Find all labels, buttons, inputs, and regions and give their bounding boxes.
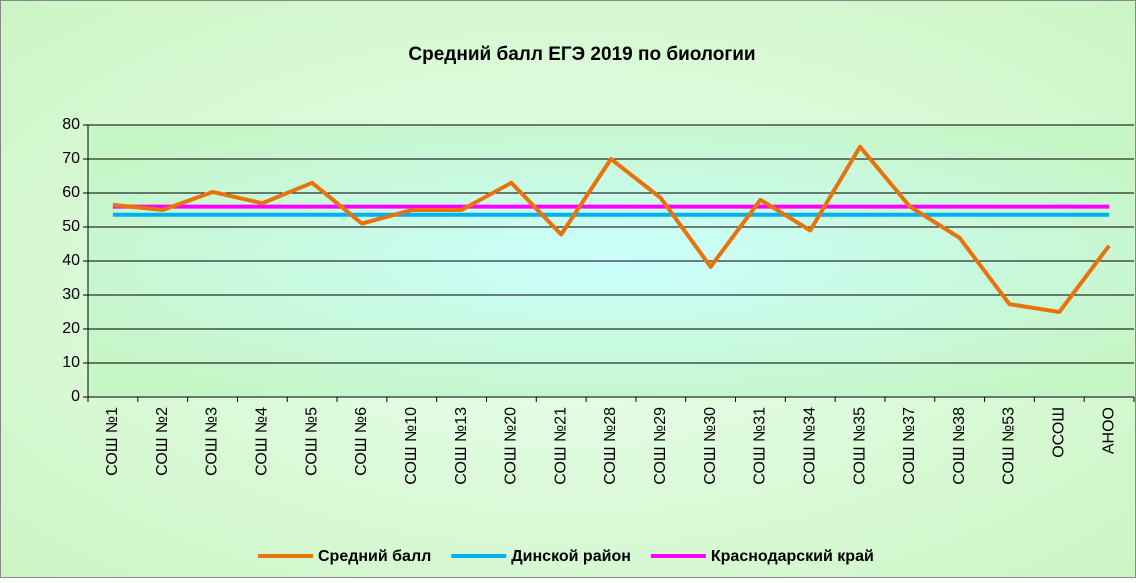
x-tick-label: СОШ №20 xyxy=(503,407,520,485)
x-tick-label: СОШ №6 xyxy=(353,407,370,476)
x-tick-label: СОШ №1 xyxy=(104,407,121,476)
line xyxy=(112,144,1111,314)
x-tick-label: СОШ №3 xyxy=(204,407,221,476)
x-tick-label: СОШ №30 xyxy=(702,407,719,485)
y-tick-label: 0 xyxy=(71,388,80,405)
y-tick-label: 70 xyxy=(62,150,80,167)
x-tick-label: СОШ №28 xyxy=(602,407,619,485)
legend-label: Динской район xyxy=(511,548,631,565)
y-tick-label: 60 xyxy=(62,184,80,201)
y-tick-label: 80 xyxy=(62,116,80,133)
x-tick-label: СОШ №38 xyxy=(951,407,968,485)
x-tick-label: СОШ №31 xyxy=(752,407,769,485)
x-tick-label: СОШ №13 xyxy=(453,407,470,485)
y-tick-label: 20 xyxy=(62,320,80,337)
x-tick-label: СОШ №35 xyxy=(851,407,868,485)
x-tick-label: СОШ №5 xyxy=(303,407,320,476)
y-tick-label: 40 xyxy=(62,252,80,269)
x-tick-label: СОШ №34 xyxy=(801,407,818,485)
y-tick-label: 50 xyxy=(62,218,80,235)
x-tick-label: СОШ №21 xyxy=(552,407,569,485)
legend-label: Краснодарский край xyxy=(711,548,874,565)
chart-title: Средний балл ЕГЭ 2019 по биологии xyxy=(408,44,755,65)
x-tick-label: АНОО xyxy=(1100,407,1117,454)
x-tick-label: ОСОШ xyxy=(1051,407,1068,458)
y-tick-label: 10 xyxy=(62,354,80,371)
y-tick-label: 30 xyxy=(62,286,80,303)
x-tick-label: СОШ №4 xyxy=(254,407,271,476)
x-tick-label: СОШ №29 xyxy=(652,407,669,485)
x-tick-label: СОШ №53 xyxy=(1001,407,1018,485)
legend-label: Средний балл xyxy=(318,548,431,565)
x-tick-label: СОШ №37 xyxy=(901,407,918,485)
x-tick-label: СОШ №10 xyxy=(403,407,420,485)
x-tick-label: СОШ №2 xyxy=(154,407,171,476)
